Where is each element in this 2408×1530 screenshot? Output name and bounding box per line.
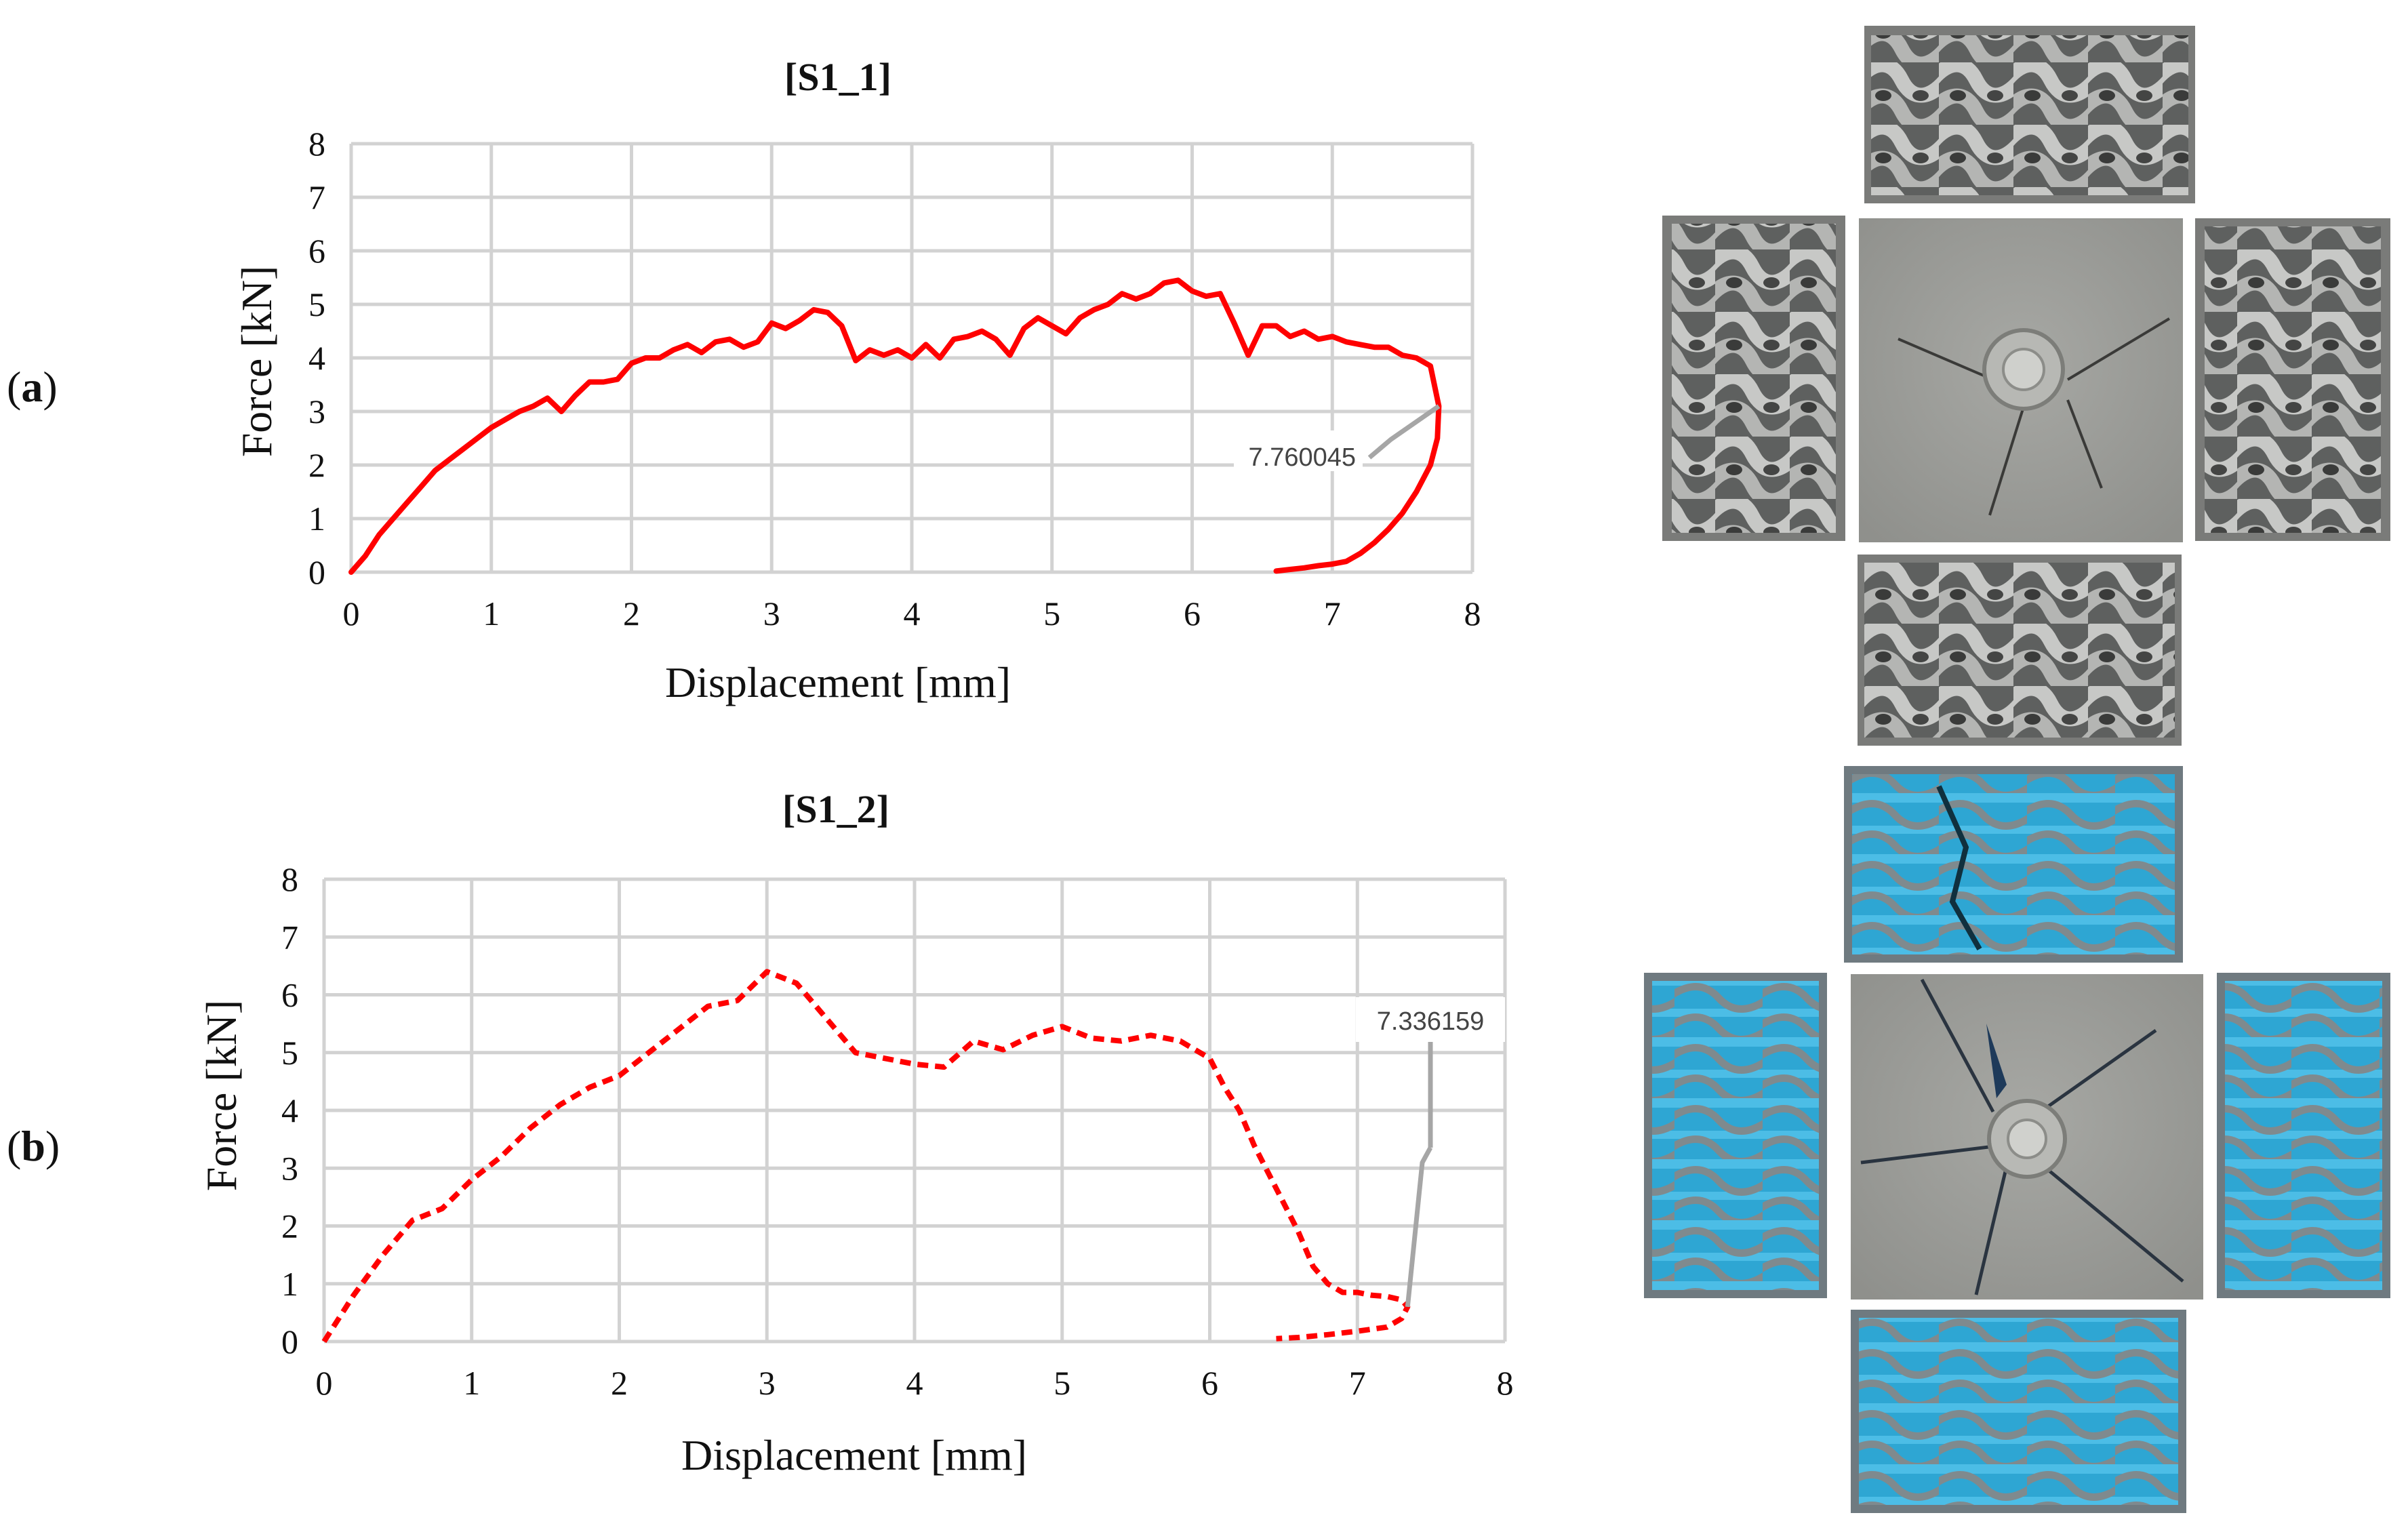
chart-s1-1-y-tick-3: 3 [308,392,325,430]
chart-s1-1-y-tick-2: 2 [308,446,325,484]
lattice-left-piece-gray [1662,216,1845,541]
chart-s1-2-annotation-label: 7.336159 [1377,1007,1485,1036]
chart-s1-1-y-tick-5: 5 [308,285,325,323]
chart-s1-1-x-tick-5: 5 [1043,595,1060,632]
chart-s1-1-y-tick-1: 1 [308,500,325,538]
impacted-plate-gray [1859,218,2183,542]
lattice-bottom-piece-gray [1858,555,2182,746]
chart-s1-1-y-tick-7: 7 [308,178,325,216]
lattice-right-piece-blue [2217,973,2390,1298]
chart-s1-2-y-tick-3: 3 [281,1149,298,1187]
chart-s1-2-y-axis-label: Force [kN] [197,1000,245,1192]
chart-s1-2-x-tick-4: 4 [906,1364,923,1402]
chart-s1-1-x-tick-4: 4 [904,595,921,632]
chart-s1-2-y-tick-0: 0 [281,1323,298,1361]
chart-s1-2-y-tick-7: 7 [281,918,298,956]
chart-s1-1-x-axis-label: Displacement [mm] [665,658,1011,706]
chart-s1-1-x-tick-3: 3 [763,595,780,632]
chart-s1-2-x-tick-labels: 0 1 2 3 4 5 6 7 8 [316,1364,1514,1402]
lattice-bottom-piece-blue [1851,1310,2186,1513]
lattice-top-piece-gray [1864,26,2195,203]
chart-s1-2-x-tick-8: 8 [1497,1364,1514,1402]
lattice-top-piece-blue [1844,766,2183,963]
chart-s1-2-y-tick-2: 2 [281,1207,298,1245]
panel-label-a: (a) [7,363,58,411]
chart-s1-1-series-line [348,277,1442,575]
chart-s1-2-x-tick-5: 5 [1054,1364,1070,1402]
specimen-s1-2-photo [1644,766,2390,1513]
chart-s1-2-x-tick-6: 6 [1201,1364,1218,1402]
chart-s1-2-y-tick-6: 6 [281,976,298,1014]
chart-s1-2-x-axis-label: Displacement [mm] [681,1431,1027,1479]
chart-s1-1: 0 1 2 3 4 5 6 7 8 0 1 2 3 4 5 6 7 8 7.760045 [S1_1] Disp… [233,55,1481,706]
chart-s1-1-x-tick-0: 0 [343,595,360,632]
chart-s1-1-x-tick-7: 7 [1324,595,1341,632]
specimen-s1-1-photo [1662,26,2390,746]
chart-s1-1-y-tick-4: 4 [308,339,325,377]
chart-s1-1-y-tick-6: 6 [308,232,325,270]
panel-label-b: (b) [7,1122,60,1170]
chart-s1-2-series-group [321,969,1411,1344]
chart-s1-1-series-group [348,277,1442,575]
lattice-left-piece-blue [1644,973,1827,1298]
chart-s1-1-annotation: 7.760045 [1234,404,1441,472]
chart-s1-1-y-axis-label: Force [kN] [233,266,281,458]
impacted-plate-blue [1851,974,2203,1300]
chart-s1-2-y-tick-1: 1 [281,1265,298,1303]
lattice-right-piece-gray [2195,218,2390,541]
chart-s1-1-title: [S1_1] [784,55,891,99]
chart-s1-1-x-tick-6: 6 [1184,595,1201,632]
chart-s1-2-x-tick-1: 1 [463,1364,480,1402]
chart-s1-2-grid [322,877,1507,1344]
chart-s1-2-x-tick-7: 7 [1349,1364,1366,1402]
chart-s1-1-x-tick-8: 8 [1464,595,1481,632]
chart-s1-1-y-tick-labels: 0 1 2 3 4 5 6 7 8 [308,125,325,591]
chart-s1-2-annotation-leader [1405,1146,1433,1308]
chart-s1-2-annotation-box [1356,997,1505,1042]
chart-s1-1-x-tick-2: 2 [623,595,640,632]
chart-s1-2: 0 1 2 3 4 5 6 7 8 0 1 2 3 4 5 6 7 8 7.336159 [S1_2] Disp… [197,787,1514,1479]
chart-s1-2-y-tick-labels: 0 1 2 3 4 5 6 7 8 [281,860,298,1361]
chart-s1-2-y-tick-8: 8 [281,860,298,898]
chart-s1-1-x-tick-labels: 0 1 2 3 4 5 6 7 8 [343,595,1481,632]
chart-s1-2-title: [S1_2] [782,787,889,831]
chart-s1-2-series-line [321,969,1411,1344]
chart-s1-2-x-tick-0: 0 [316,1364,333,1402]
chart-s1-1-x-tick-1: 1 [483,595,500,632]
chart-s1-2-y-tick-4: 4 [281,1091,298,1129]
chart-s1-1-annotation-box [1234,430,1363,471]
chart-s1-2-x-tick-3: 3 [759,1364,776,1402]
chart-s1-2-annotation: 7.336159 [1356,997,1505,1308]
chart-s1-1-annotation-leader [1367,404,1441,460]
chart-s1-1-y-tick-0: 0 [308,553,325,591]
chart-s1-2-x-tick-2: 2 [611,1364,628,1402]
chart-s1-1-annotation-label: 7.760045 [1249,443,1357,472]
chart-s1-2-y-tick-5: 5 [281,1034,298,1072]
chart-s1-1-y-tick-8: 8 [308,125,325,163]
